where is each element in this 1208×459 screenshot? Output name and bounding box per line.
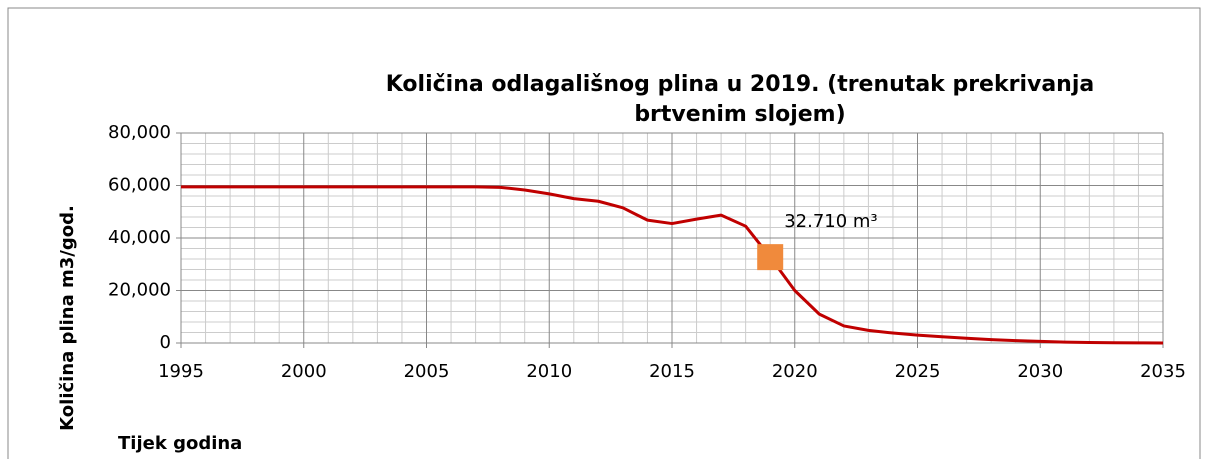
y-tick-label: 20,000 bbox=[108, 280, 171, 301]
highlight-marker bbox=[757, 244, 784, 271]
y-tick-label: 80,000 bbox=[108, 122, 171, 143]
y-tick-label: 40,000 bbox=[108, 227, 171, 248]
x-tick-label: 2035 bbox=[1140, 361, 1186, 382]
data-label: 32.710 m³ bbox=[784, 211, 877, 232]
frame bbox=[7, 7, 1201, 459]
x-tick-label: 1995 bbox=[158, 361, 204, 382]
x-axis-title: Tijek godina bbox=[118, 433, 242, 454]
x-tick-label: 2000 bbox=[281, 361, 327, 382]
y-axis-title: Količina plina m3/god. bbox=[57, 205, 78, 431]
x-tick-label: 2010 bbox=[526, 361, 572, 382]
x-tick-label: 2020 bbox=[772, 361, 818, 382]
y-tick-label: 0 bbox=[160, 332, 171, 353]
data-line bbox=[181, 185, 1164, 345]
x-tick-label: 2030 bbox=[1017, 361, 1063, 382]
y-tick-label: 60,000 bbox=[108, 175, 171, 196]
chart-title: Količina odlagališnog plina u 2019. (tre… bbox=[385, 72, 1095, 127]
x-tick-label: 2025 bbox=[895, 361, 941, 382]
x-tick-label: 2015 bbox=[649, 361, 695, 382]
x-tick-label: 2005 bbox=[404, 361, 450, 382]
